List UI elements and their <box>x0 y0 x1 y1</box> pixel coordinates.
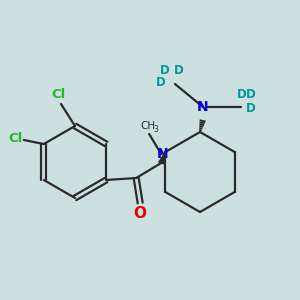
Text: 3: 3 <box>154 125 159 134</box>
Text: O: O <box>134 206 147 220</box>
Text: CH: CH <box>141 121 156 131</box>
Text: Cl: Cl <box>9 133 23 146</box>
Polygon shape <box>159 152 165 164</box>
Text: D: D <box>246 88 256 101</box>
Text: D: D <box>160 64 170 76</box>
Text: D: D <box>237 88 247 101</box>
Text: D: D <box>246 103 256 116</box>
Text: Cl: Cl <box>52 88 66 101</box>
Text: D: D <box>156 76 166 88</box>
Text: D: D <box>174 64 184 76</box>
Text: N: N <box>156 147 168 161</box>
Text: N: N <box>197 100 209 114</box>
